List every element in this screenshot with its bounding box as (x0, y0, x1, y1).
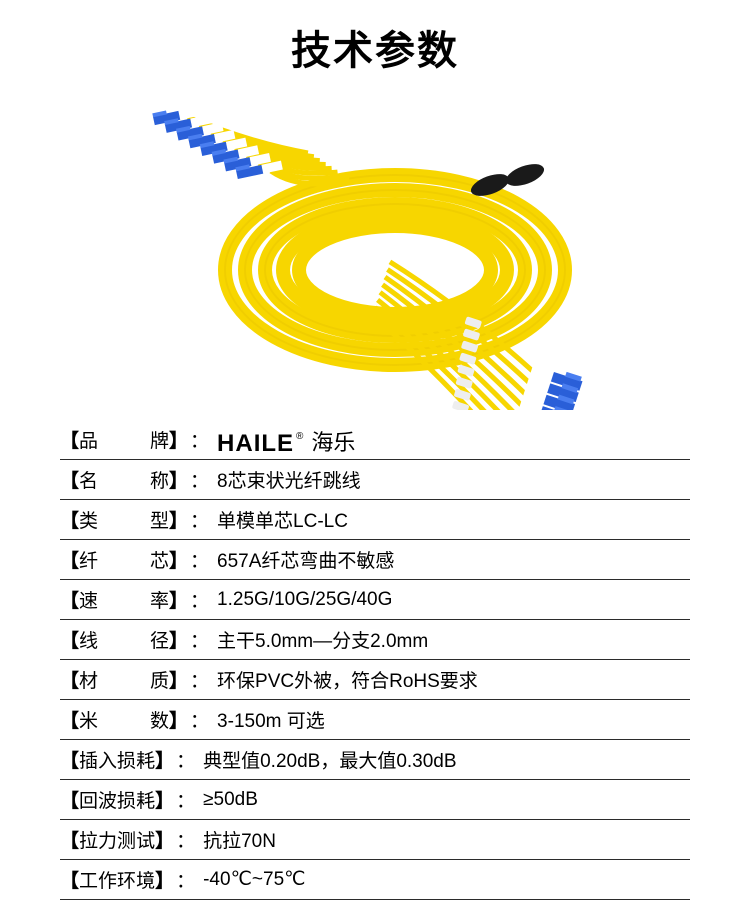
spec-label: 【名称】： (60, 466, 209, 493)
spec-row: 【回波损耗】： ≥50dB (60, 780, 690, 820)
spec-value: 抗拉70N (201, 826, 276, 853)
spec-label: 【回波损耗】： (60, 786, 195, 813)
title-block: 技术参数 (0, 0, 750, 86)
spec-row: 【品牌】：HAILE®海乐 (60, 420, 690, 460)
product-image (0, 86, 750, 414)
spec-value: HAILE®海乐 (215, 424, 355, 456)
spec-row: 【类型】：单模单芯LC-LC (60, 500, 690, 540)
spec-value: 主干5.0mm—分支2.0mm (215, 626, 428, 653)
spec-row: 【材质】：环保PVC外被，符合RoHS要求 (60, 660, 690, 700)
spec-row: 【拉力测试】：抗拉70N (60, 820, 690, 860)
page-title: 技术参数 (0, 18, 750, 76)
spec-value: 环保PVC外被，符合RoHS要求 (215, 666, 478, 693)
spec-value: ≥50dB (201, 789, 258, 811)
spec-value: 1.25G/10G/25G/40G (215, 589, 392, 611)
spec-row: 【名称】：8芯束状光纤跳线 (60, 460, 690, 500)
spec-value: 657A纤芯弯曲不敏感 (215, 546, 394, 573)
spec-value: 3-150m 可选 (215, 706, 325, 733)
spec-label: 【工作环境】： (60, 866, 195, 893)
spec-label: 【线径】： (60, 626, 209, 653)
spec-row: 【工作环境】： -40℃~75℃ (60, 860, 690, 900)
spec-value: 单模单芯LC-LC (215, 506, 348, 533)
spec-value: 典型值0.20dB，最大值0.30dB (201, 746, 456, 773)
spec-table: 【品牌】：HAILE®海乐【名称】：8芯束状光纤跳线【类型】：单模单芯LC-LC… (0, 414, 750, 900)
spec-row: 【纤芯】：657A纤芯弯曲不敏感 (60, 540, 690, 580)
spec-value: -40℃~75℃ (201, 868, 305, 891)
spec-label: 【拉力测试】： (60, 826, 195, 853)
fiber-cable-illustration (95, 90, 655, 410)
spec-row: 【线径】：主干5.0mm—分支2.0mm (60, 620, 690, 660)
spec-label: 【纤芯】： (60, 546, 209, 573)
spec-label: 【品牌】： (60, 426, 209, 453)
spec-row: 【插入损耗】：典型值0.20dB，最大值0.30dB (60, 740, 690, 780)
spec-label: 【材质】： (60, 666, 209, 693)
spec-row: 【米数】：3-150m 可选 (60, 700, 690, 740)
spec-label: 【米数】： (60, 706, 209, 733)
spec-row: 【速率】： 1.25G/10G/25G/40G (60, 580, 690, 620)
spec-label: 【插入损耗】： (60, 746, 195, 773)
spec-sheet: 技术参数 (0, 0, 750, 900)
spec-label: 【速率】： (60, 586, 209, 613)
spec-label: 【类型】： (60, 506, 209, 533)
spec-value: 8芯束状光纤跳线 (215, 466, 361, 493)
